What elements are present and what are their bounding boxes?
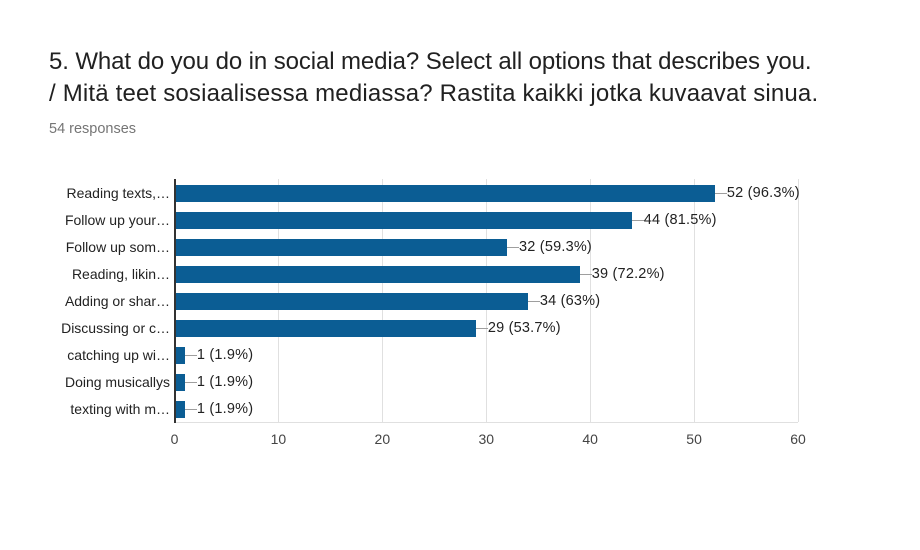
bar[interactable] [175, 238, 508, 256]
bar[interactable] [175, 292, 528, 310]
bar[interactable] [175, 319, 476, 337]
responses-count: 54 responses [49, 120, 137, 137]
x-axis-tick-label: 30 [478, 430, 495, 447]
value-label: 34 (63%) [539, 293, 601, 309]
category-label: Adding or shar… [64, 293, 170, 309]
question-title-line1: 5. What do you do in social media? Selec… [49, 47, 812, 75]
question-title-line2: / Mitä teet sosiaalisessa mediassa? Rast… [49, 80, 819, 108]
category-label: Reading, likin… [71, 266, 170, 282]
value-label-stem [631, 219, 644, 221]
value-label-stem [579, 273, 592, 275]
value-label-stem [527, 300, 540, 302]
bar[interactable] [175, 184, 715, 202]
value-label-stem [507, 246, 520, 248]
x-axis-tick-label: 20 [374, 430, 391, 447]
bar[interactable] [175, 211, 632, 229]
value-label: 52 (96.3%) [726, 185, 800, 201]
plot-bottom-line [174, 422, 798, 423]
value-label: 44 (81.5%) [643, 212, 717, 228]
x-axis-tick-label: 50 [686, 430, 702, 447]
value-label: 1 (1.9%) [196, 374, 254, 390]
category-label: Follow up som… [65, 239, 170, 255]
value-label-stem [184, 408, 197, 410]
category-label: catching up wi… [67, 347, 170, 363]
bar[interactable] [175, 373, 185, 391]
x-gridline [797, 179, 799, 422]
value-label-stem [184, 354, 197, 356]
x-gridline [589, 179, 591, 422]
value-label: 1 (1.9%) [196, 401, 254, 417]
bar[interactable] [175, 400, 185, 418]
category-label: texting with m… [70, 401, 170, 417]
question-title: 5. What do you do in social media? Selec… [49, 46, 859, 111]
value-label-stem [475, 327, 488, 329]
x-axis-tick-label: 40 [582, 430, 598, 447]
value-label: 32 (59.3%) [519, 239, 592, 255]
category-label: Reading texts,… [66, 185, 171, 201]
y-axis-baseline [173, 179, 176, 423]
x-axis-tick-label: 0 [170, 430, 179, 447]
x-axis-tick-label: 60 [790, 430, 806, 447]
category-label: Follow up your… [64, 212, 170, 228]
bar[interactable] [175, 346, 185, 364]
value-label-stem [184, 381, 197, 383]
value-label: 29 (53.7%) [487, 320, 561, 336]
value-label: 39 (72.2%) [591, 266, 665, 282]
x-gridline [693, 179, 695, 422]
category-label: Doing musicallys [64, 374, 170, 390]
value-label-stem [714, 192, 727, 194]
bar[interactable] [175, 265, 580, 283]
x-axis-tick-label: 10 [270, 430, 287, 447]
value-label: 1 (1.9%) [196, 347, 254, 363]
category-label: Discussing or c… [61, 320, 170, 336]
